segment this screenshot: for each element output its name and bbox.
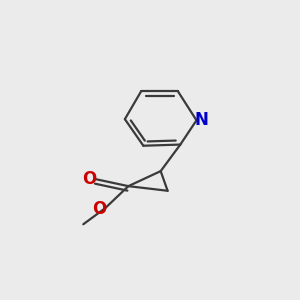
Text: O: O [92, 200, 106, 217]
Text: O: O [82, 170, 97, 188]
Text: N: N [195, 111, 208, 129]
